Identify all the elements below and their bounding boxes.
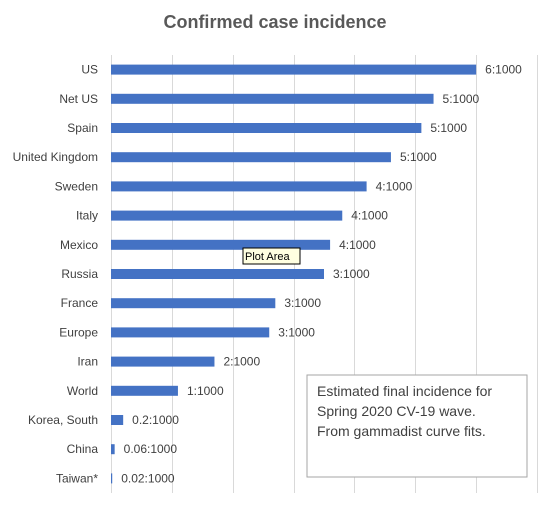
data-label: 4:1000 [376,179,413,193]
note-line-1: Estimated final incidence for [317,383,492,399]
bar [111,181,367,192]
bar [111,444,115,455]
data-label: 3:1000 [278,325,315,339]
category-label: United Kingdom [13,150,98,164]
category-label: Spain [67,121,98,135]
category-label: Italy [76,209,98,223]
category-label: Korea, South [28,413,98,427]
bar [111,152,391,163]
category-label: Europe [59,325,98,339]
data-label: 1:1000 [187,384,224,398]
bar [111,415,124,425]
bar [111,269,324,279]
chart-title: Confirmed case incidence [163,12,386,32]
data-label: 3:1000 [284,296,321,310]
data-label: 5:1000 [400,150,437,164]
data-label: 0.06:1000 [124,442,178,456]
bar [111,93,434,104]
plot-area-tooltip: Plot Area [242,247,301,265]
category-label: Mexico [60,238,98,252]
category-label: World [67,384,98,398]
data-label: 3:1000 [333,267,370,281]
bar [111,239,331,250]
bar [111,327,270,338]
tooltip-text: Plot Area [245,251,291,263]
category-labels: US Net US Spain United Kingdom Sweden Italy Me… [13,63,99,486]
data-label: 0.2:1000 [132,413,179,427]
bar [111,473,113,484]
data-label: 4:1000 [339,238,376,252]
bar [111,385,178,396]
category-label: US [81,63,98,77]
data-labels: 6:1000 5:1000 5:1000 5:1000 4:1000 4:1000 4:10… [121,63,522,486]
data-label: 5:1000 [430,121,467,135]
category-label: China [67,442,99,456]
bar [111,123,422,133]
bars [111,64,477,484]
note-line-3: From gammadist curve fits. [317,423,486,439]
data-label: 0.02:1000 [121,471,175,485]
category-label: Iran [77,355,98,369]
category-label: Sweden [55,179,98,193]
category-label: Net US [59,92,98,106]
category-label: France [61,296,99,310]
data-label: 2:1000 [223,355,260,369]
bar [111,210,343,221]
bar [111,64,477,75]
bar [111,356,215,367]
tooltip-box [242,247,301,265]
data-label: 4:1000 [351,209,388,223]
data-label: 5:1000 [443,92,480,106]
category-label: Taiwan* [56,471,98,485]
note-box: Estimated final incidence for Spring 202… [306,374,528,478]
category-label: Russia [61,267,98,281]
bar [111,298,276,309]
note-frame [306,374,528,478]
data-label: 6:1000 [485,63,522,77]
note-line-2: Spring 2020 CV-19 wave. [317,403,476,419]
